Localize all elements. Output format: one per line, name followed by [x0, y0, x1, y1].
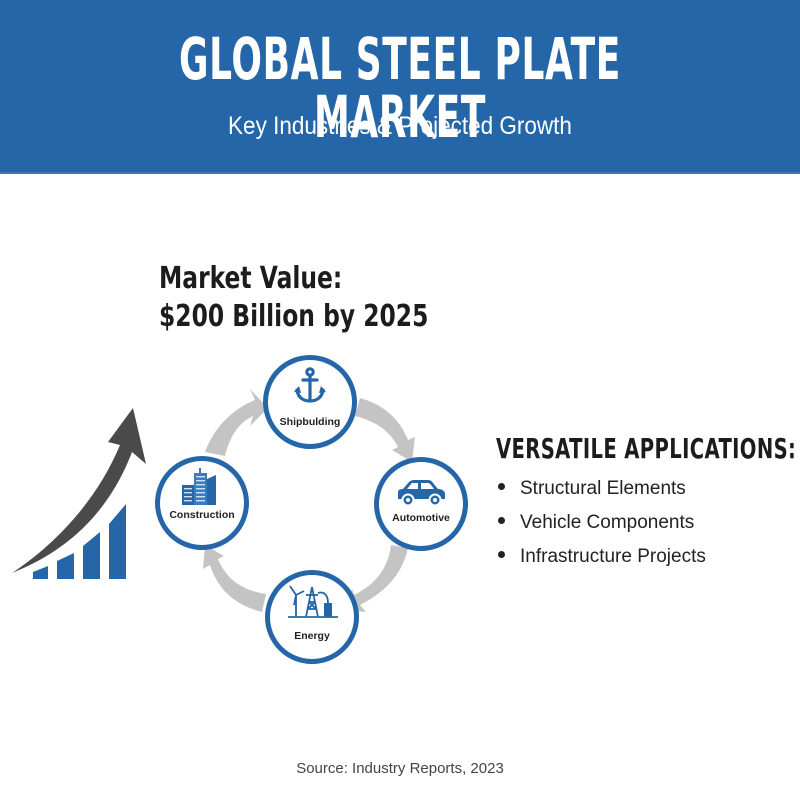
- list-item: Structural Elements: [498, 476, 706, 510]
- buildings-icon: [182, 468, 216, 505]
- growth-arrow: [12, 408, 146, 573]
- applications-title: VERSATILE APPLICATIONS:: [496, 432, 797, 465]
- growth-bars: [32, 504, 126, 579]
- source-citation: Source: Industry Reports, 2023: [296, 760, 504, 777]
- market-value-amount: $200 Billion by 2025: [159, 299, 429, 334]
- list-item-label: Infrastructure Projects: [520, 546, 706, 567]
- page-subtitle: Key Industries & Projected Growth: [228, 112, 572, 140]
- list-item-label: Vehicle Components: [520, 512, 695, 533]
- wind-turbine-pylon-icon: [288, 585, 338, 618]
- node-label-construction: Construction: [169, 509, 235, 521]
- node-label-shipbuilding: Shipbulding: [279, 416, 341, 428]
- market-value-heading: Market Value: $200 Billion by 2025: [159, 260, 428, 336]
- bullet-icon: [498, 483, 505, 491]
- industry-node-energy: Energy: [265, 570, 359, 664]
- applications-list: Structural Elements Vehicle Components I…: [498, 476, 706, 578]
- industry-node-shipbuilding: Shipbulding: [263, 355, 357, 449]
- list-item-label: Structural Elements: [520, 478, 686, 499]
- page-title: GLOBAL STEEL PLATE MARKET: [179, 25, 621, 151]
- industry-node-automotive: Automotive: [374, 457, 468, 551]
- bullet-icon: [498, 517, 505, 525]
- node-label-automotive: Automotive: [392, 512, 450, 524]
- list-item: Infrastructure Projects: [498, 544, 706, 578]
- list-item: Vehicle Components: [498, 510, 706, 544]
- anchor-icon: [294, 367, 326, 403]
- bullet-icon: [498, 551, 505, 559]
- header-banner: GLOBAL STEEL PLATE MARKET Key Industries…: [0, 0, 800, 174]
- node-label-energy: Energy: [294, 630, 330, 642]
- market-value-label: Market Value:: [159, 261, 343, 296]
- industry-node-construction: Construction: [155, 456, 249, 550]
- car-icon: [398, 480, 445, 507]
